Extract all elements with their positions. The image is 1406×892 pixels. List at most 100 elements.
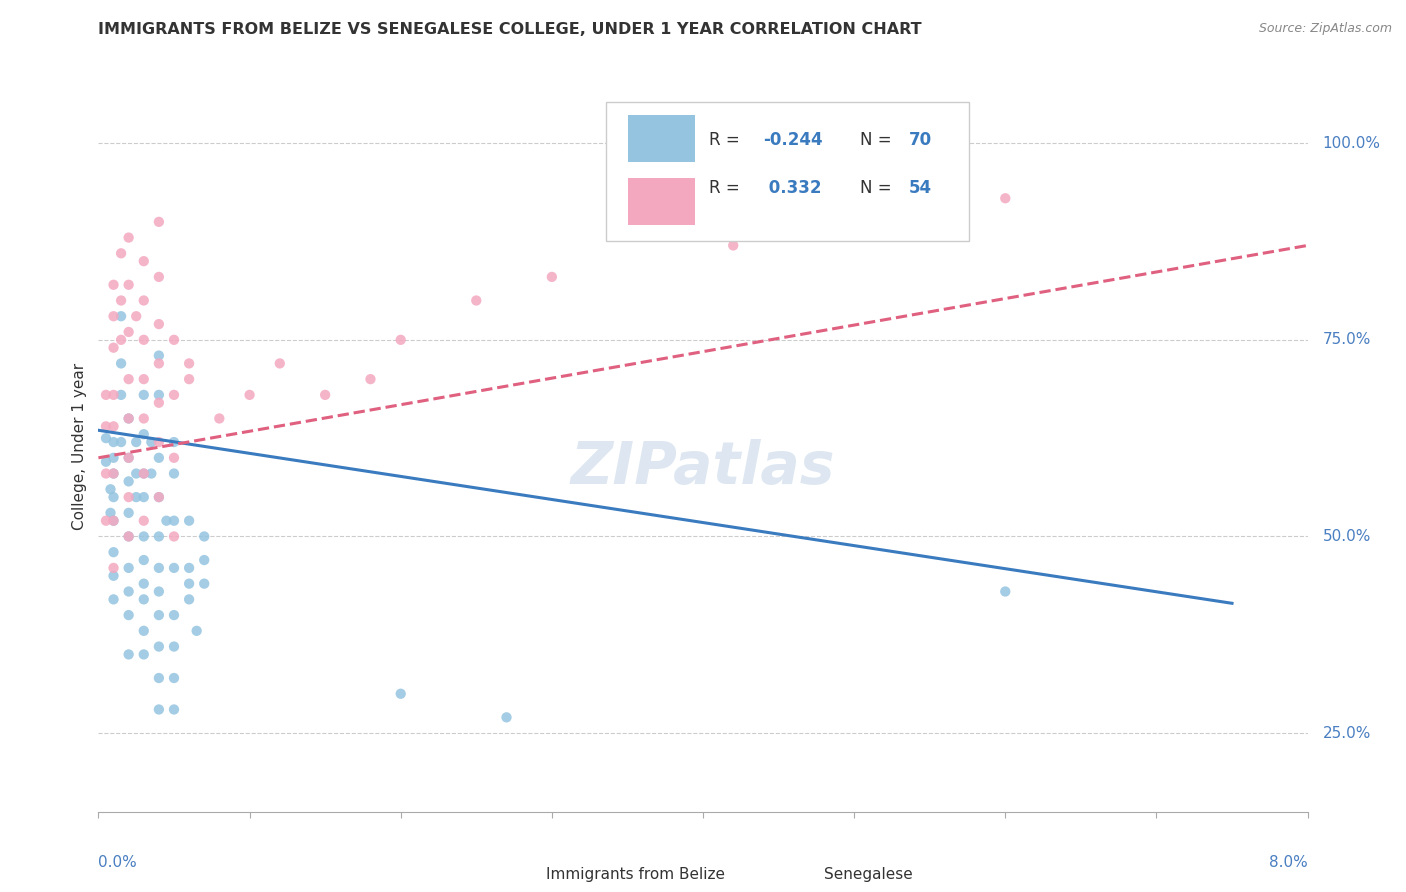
Point: [179, 372, 201, 386]
Point: [132, 514, 155, 528]
Point: [103, 341, 125, 355]
Point: [163, 333, 186, 347]
Point: [118, 450, 141, 465]
Point: [110, 333, 132, 347]
Point: [132, 592, 155, 607]
Point: [179, 356, 201, 370]
Point: [148, 584, 170, 599]
Point: [148, 490, 170, 504]
Point: [148, 671, 170, 685]
Point: [118, 584, 141, 599]
Point: [118, 561, 141, 575]
Point: [389, 333, 412, 347]
Point: [94, 431, 117, 445]
Point: [103, 467, 125, 481]
Point: [239, 388, 262, 402]
Point: [100, 506, 122, 520]
Point: [118, 529, 141, 543]
Point: [723, 238, 745, 252]
Point: [132, 553, 155, 567]
Text: Source: ZipAtlas.com: Source: ZipAtlas.com: [1258, 22, 1392, 36]
Point: [148, 529, 170, 543]
Point: [148, 356, 170, 370]
Text: ZIPatlas: ZIPatlas: [571, 440, 835, 497]
Point: [118, 506, 141, 520]
Point: [132, 411, 155, 425]
Point: [132, 467, 155, 481]
Point: [132, 624, 155, 638]
Point: [94, 514, 117, 528]
Point: [103, 490, 125, 504]
Point: [141, 435, 163, 450]
Point: [163, 514, 186, 528]
Point: [94, 467, 117, 481]
Point: [110, 246, 132, 260]
Text: R =: R =: [709, 179, 745, 197]
Point: [148, 396, 170, 410]
Point: [132, 388, 155, 402]
Point: [148, 640, 170, 654]
Point: [163, 608, 186, 623]
Point: [110, 310, 132, 324]
Point: [132, 576, 155, 591]
Point: [103, 388, 125, 402]
Point: [163, 640, 186, 654]
FancyBboxPatch shape: [498, 841, 536, 869]
Point: [110, 388, 132, 402]
Point: [118, 490, 141, 504]
Point: [186, 624, 208, 638]
Point: [94, 388, 117, 402]
Point: [103, 545, 125, 559]
Point: [163, 388, 186, 402]
Point: [163, 671, 186, 685]
Point: [103, 310, 125, 324]
Text: IMMIGRANTS FROM BELIZE VS SENEGALESE COLLEGE, UNDER 1 YEAR CORRELATION CHART: IMMIGRANTS FROM BELIZE VS SENEGALESE COL…: [98, 22, 922, 37]
FancyBboxPatch shape: [776, 841, 814, 869]
Point: [118, 230, 141, 244]
Text: 8.0%: 8.0%: [1268, 855, 1308, 870]
FancyBboxPatch shape: [606, 103, 969, 241]
Point: [110, 435, 132, 450]
Point: [359, 372, 381, 386]
Text: 54: 54: [908, 179, 932, 197]
Point: [132, 333, 155, 347]
Point: [103, 435, 125, 450]
Point: [110, 356, 132, 370]
Point: [148, 388, 170, 402]
Point: [141, 467, 163, 481]
Point: [103, 514, 125, 528]
Point: [148, 561, 170, 575]
Point: [103, 277, 125, 292]
Point: [118, 277, 141, 292]
Point: [103, 568, 125, 582]
Text: 25.0%: 25.0%: [1323, 725, 1371, 740]
Point: [118, 608, 141, 623]
Point: [148, 490, 170, 504]
Point: [148, 608, 170, 623]
Point: [103, 419, 125, 434]
Point: [132, 254, 155, 268]
Point: [495, 710, 517, 724]
Point: [118, 529, 141, 543]
Point: [148, 450, 170, 465]
FancyBboxPatch shape: [628, 115, 695, 162]
Text: 100.0%: 100.0%: [1323, 136, 1381, 151]
Point: [193, 529, 215, 543]
Point: [132, 293, 155, 308]
Text: N =: N =: [860, 131, 897, 150]
Text: Immigrants from Belize: Immigrants from Belize: [546, 867, 725, 881]
Point: [94, 455, 117, 469]
Text: Senegalese: Senegalese: [824, 867, 912, 881]
Point: [193, 576, 215, 591]
Point: [208, 411, 231, 425]
Point: [100, 482, 122, 496]
Text: 75.0%: 75.0%: [1323, 333, 1371, 347]
Text: N =: N =: [860, 179, 897, 197]
Point: [132, 529, 155, 543]
Point: [155, 514, 177, 528]
Point: [132, 372, 155, 386]
Point: [132, 467, 155, 481]
Text: 50.0%: 50.0%: [1323, 529, 1371, 544]
Text: -0.244: -0.244: [763, 131, 823, 150]
Point: [118, 411, 141, 425]
